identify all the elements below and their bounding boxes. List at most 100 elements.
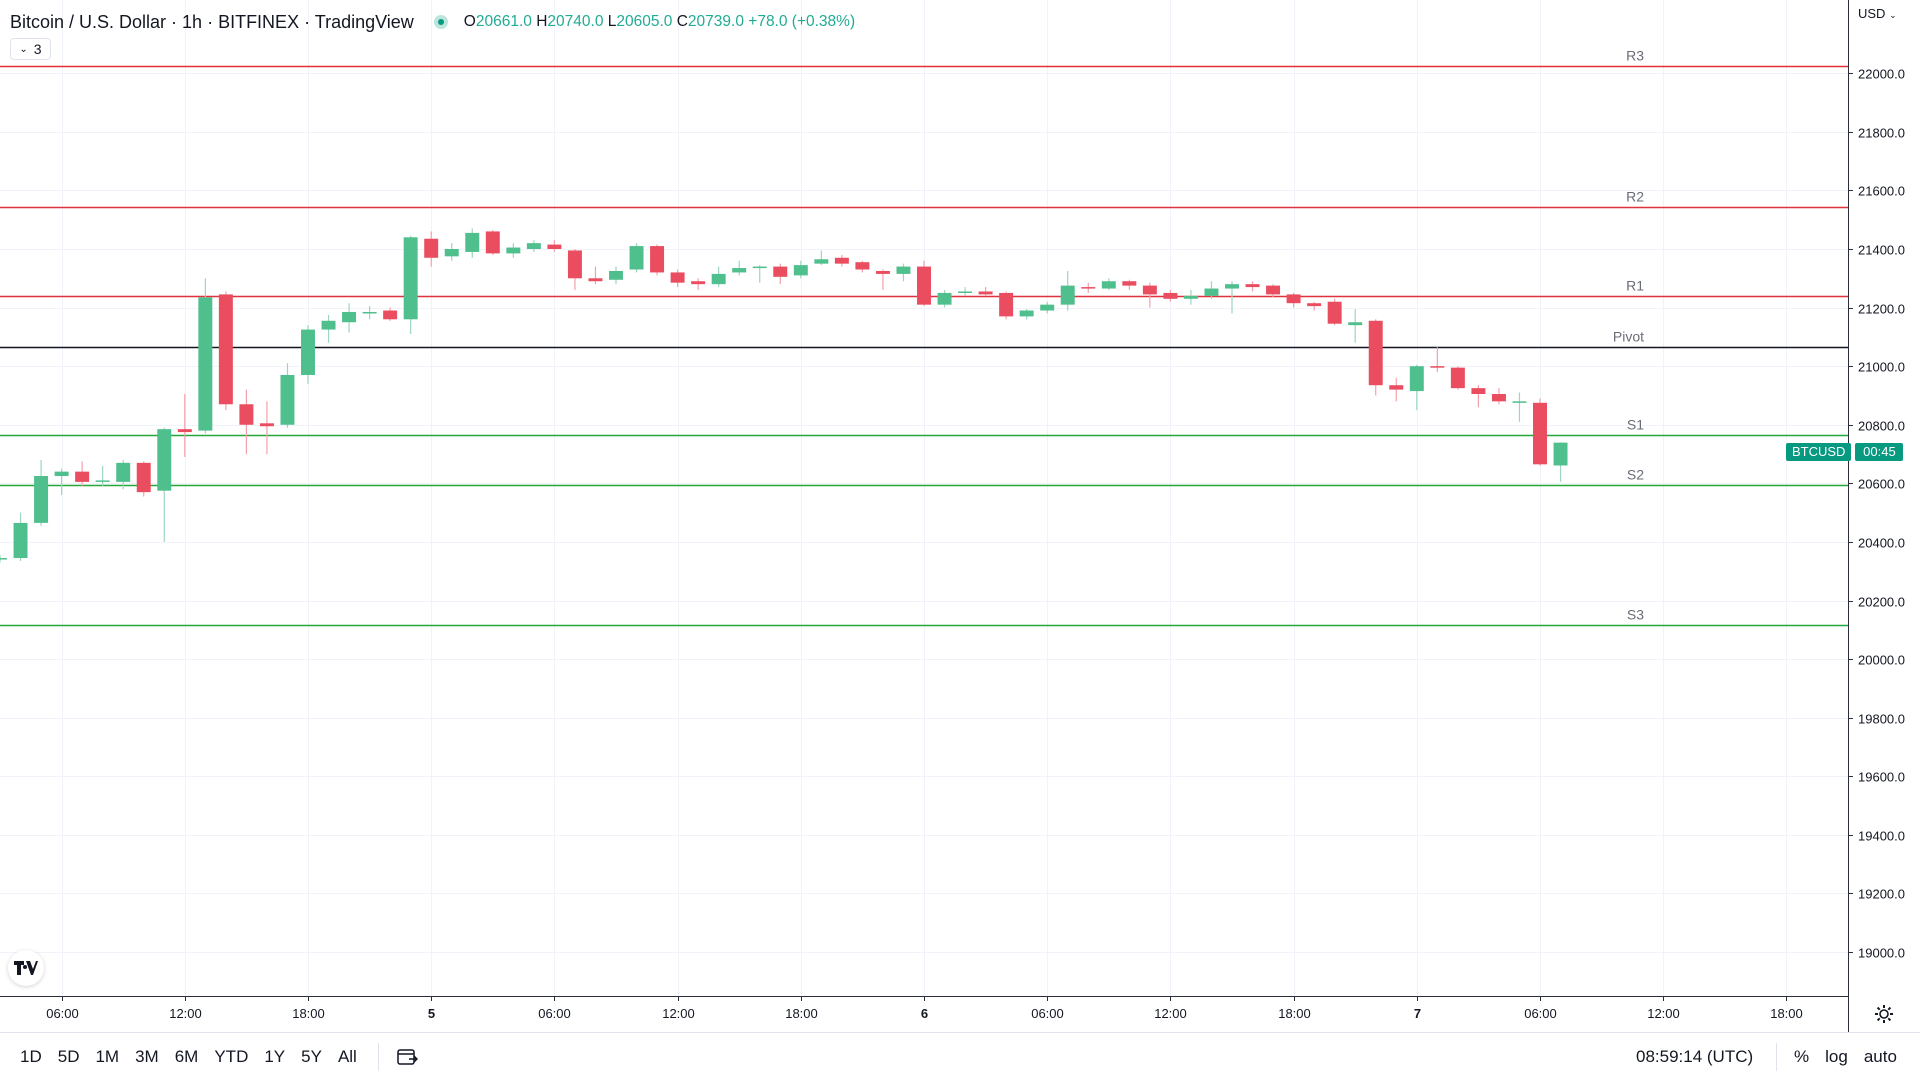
open-key: O bbox=[463, 13, 476, 30]
candle-down bbox=[177, 429, 192, 433]
time-tick-label: 18:00 bbox=[785, 1006, 818, 1021]
time-tick-label: 06:00 bbox=[46, 1006, 79, 1021]
candle-up bbox=[1553, 442, 1568, 466]
candle-down bbox=[1533, 402, 1547, 465]
candle-down bbox=[1430, 366, 1445, 368]
price-axis[interactable]: 19000.0 19200.0 19400.0 19600.0 19800.0 20000… bbox=[1848, 67, 1905, 961]
candle-down bbox=[485, 231, 500, 254]
range-6m-button[interactable]: 6M bbox=[174, 1047, 199, 1066]
level-label-s3: S3 bbox=[1627, 607, 1644, 623]
price-tick-label: 20200.0 bbox=[1858, 595, 1905, 610]
gear-icon[interactable] bbox=[1872, 1002, 1896, 1026]
time-tick-label: 5 bbox=[428, 1006, 435, 1021]
time-axis[interactable]: 06:00 12:00 18:00 5 06:00 12:00 18:00 6 06:00 12:… bbox=[46, 996, 1803, 1021]
time-tick-label: 12:00 bbox=[662, 1006, 695, 1021]
change-value: +78.0 (+0.38%) bbox=[748, 13, 856, 30]
candle-up bbox=[1204, 288, 1219, 296]
calendar-goto-icon[interactable] bbox=[394, 1045, 420, 1069]
market-status-icon[interactable] bbox=[433, 15, 448, 29]
candle-up bbox=[1101, 281, 1116, 289]
high-value: 20740.0 bbox=[547, 13, 604, 30]
candle-up bbox=[54, 471, 69, 477]
candle-up bbox=[280, 374, 295, 425]
indicators-count: 3 bbox=[33, 41, 42, 57]
chevron-down-icon: ⌄ bbox=[1889, 10, 1897, 20]
symbol-title[interactable]: Bitcoin / U.S. Dollar · 1h · BITFINEX · … bbox=[10, 11, 414, 32]
candle-up bbox=[526, 243, 541, 249]
close-value: 20739.0 bbox=[687, 13, 744, 30]
currency-selector[interactable]: USD ⌄ bbox=[1858, 6, 1897, 21]
range-buttons: 1D 5D 1M 3M 6M YTD 1Y 5Y All bbox=[16, 1045, 365, 1069]
range-1m-button[interactable]: 1M bbox=[95, 1047, 120, 1066]
candle-up bbox=[321, 320, 336, 330]
range-ytd-button[interactable]: YTD bbox=[214, 1047, 249, 1066]
utc-clock[interactable]: 08:59:14 (UTC) bbox=[1636, 1047, 1754, 1066]
candle-up bbox=[506, 247, 521, 254]
price-tick-label: 20000.0 bbox=[1858, 653, 1905, 668]
candle-up bbox=[403, 237, 418, 320]
candle-up bbox=[732, 268, 747, 273]
low-key: L bbox=[607, 13, 617, 30]
candle-down bbox=[917, 266, 931, 305]
indicators-toggle-button[interactable]: ⌄ 3 bbox=[10, 38, 51, 60]
candle-down bbox=[1122, 281, 1137, 286]
candle-up bbox=[0, 558, 7, 560]
price-tick-label: 21400.0 bbox=[1858, 243, 1905, 258]
time-tick-label: 18:00 bbox=[1278, 1006, 1311, 1021]
time-tick-label: 7 bbox=[1414, 1006, 1421, 1021]
candle-up bbox=[896, 266, 911, 274]
candle-down bbox=[239, 404, 254, 425]
candle-down bbox=[855, 262, 870, 270]
level-label-s1: S1 bbox=[1627, 417, 1644, 433]
range-5y-button[interactable]: 5Y bbox=[301, 1047, 322, 1066]
candle-up bbox=[609, 270, 623, 280]
candle-down bbox=[1142, 285, 1157, 295]
time-tick-label: 18:00 bbox=[1770, 1006, 1803, 1021]
candle-down bbox=[424, 238, 439, 258]
candle-up bbox=[937, 292, 952, 305]
price-tick-label: 20400.0 bbox=[1858, 536, 1905, 551]
tradingview-logo-icon[interactable] bbox=[8, 950, 44, 986]
price-tick-label: 21600.0 bbox=[1858, 184, 1905, 199]
range-1d-button[interactable]: 1D bbox=[20, 1047, 42, 1066]
candle-up bbox=[444, 249, 459, 257]
candle-down bbox=[978, 291, 993, 295]
log-scale-button[interactable]: log bbox=[1825, 1047, 1848, 1066]
candle-down bbox=[567, 250, 582, 279]
candle-down bbox=[1245, 284, 1260, 288]
price-tick-label: 19200.0 bbox=[1858, 887, 1905, 902]
candle-down bbox=[383, 310, 398, 320]
range-3m-button[interactable]: 3M bbox=[135, 1047, 159, 1066]
candle-up bbox=[958, 291, 973, 293]
candle-up bbox=[1183, 295, 1198, 299]
bar-countdown: 00:45 bbox=[1855, 443, 1904, 461]
candle-down bbox=[259, 423, 274, 427]
candle-down bbox=[650, 246, 665, 273]
percent-scale-button[interactable]: % bbox=[1794, 1047, 1810, 1066]
level-label-s2: S2 bbox=[1627, 467, 1644, 483]
time-tick-label: 06:00 bbox=[538, 1006, 571, 1021]
candle-up bbox=[711, 273, 726, 285]
open-value: 20661.0 bbox=[475, 13, 532, 30]
candle-up bbox=[1512, 401, 1527, 403]
candle-up bbox=[629, 246, 644, 270]
ohlc-values: O20661.0 H20740.0 L20605.0 C20739.0 +78.… bbox=[464, 13, 855, 31]
candle-up bbox=[752, 266, 767, 269]
chart-header: Bitcoin / U.S. Dollar · 1h · BITFINEX · … bbox=[10, 10, 855, 34]
candle-down bbox=[1471, 388, 1486, 395]
price-tick-label: 19600.0 bbox=[1858, 770, 1905, 785]
auto-scale-button[interactable]: auto bbox=[1863, 1047, 1897, 1066]
candle-down bbox=[1327, 301, 1342, 324]
candle-down bbox=[1286, 294, 1301, 304]
currency-label: USD bbox=[1858, 6, 1886, 21]
candle-up bbox=[1409, 366, 1424, 392]
range-1y-button[interactable]: 1Y bbox=[264, 1047, 286, 1066]
candle-down bbox=[1266, 285, 1281, 295]
high-key: H bbox=[536, 13, 548, 30]
candle-down bbox=[1368, 320, 1383, 386]
candle-down bbox=[1389, 385, 1404, 390]
candle-down bbox=[218, 294, 233, 405]
range-all-button[interactable]: All bbox=[337, 1047, 357, 1066]
range-5d-button[interactable]: 5D bbox=[57, 1047, 80, 1066]
